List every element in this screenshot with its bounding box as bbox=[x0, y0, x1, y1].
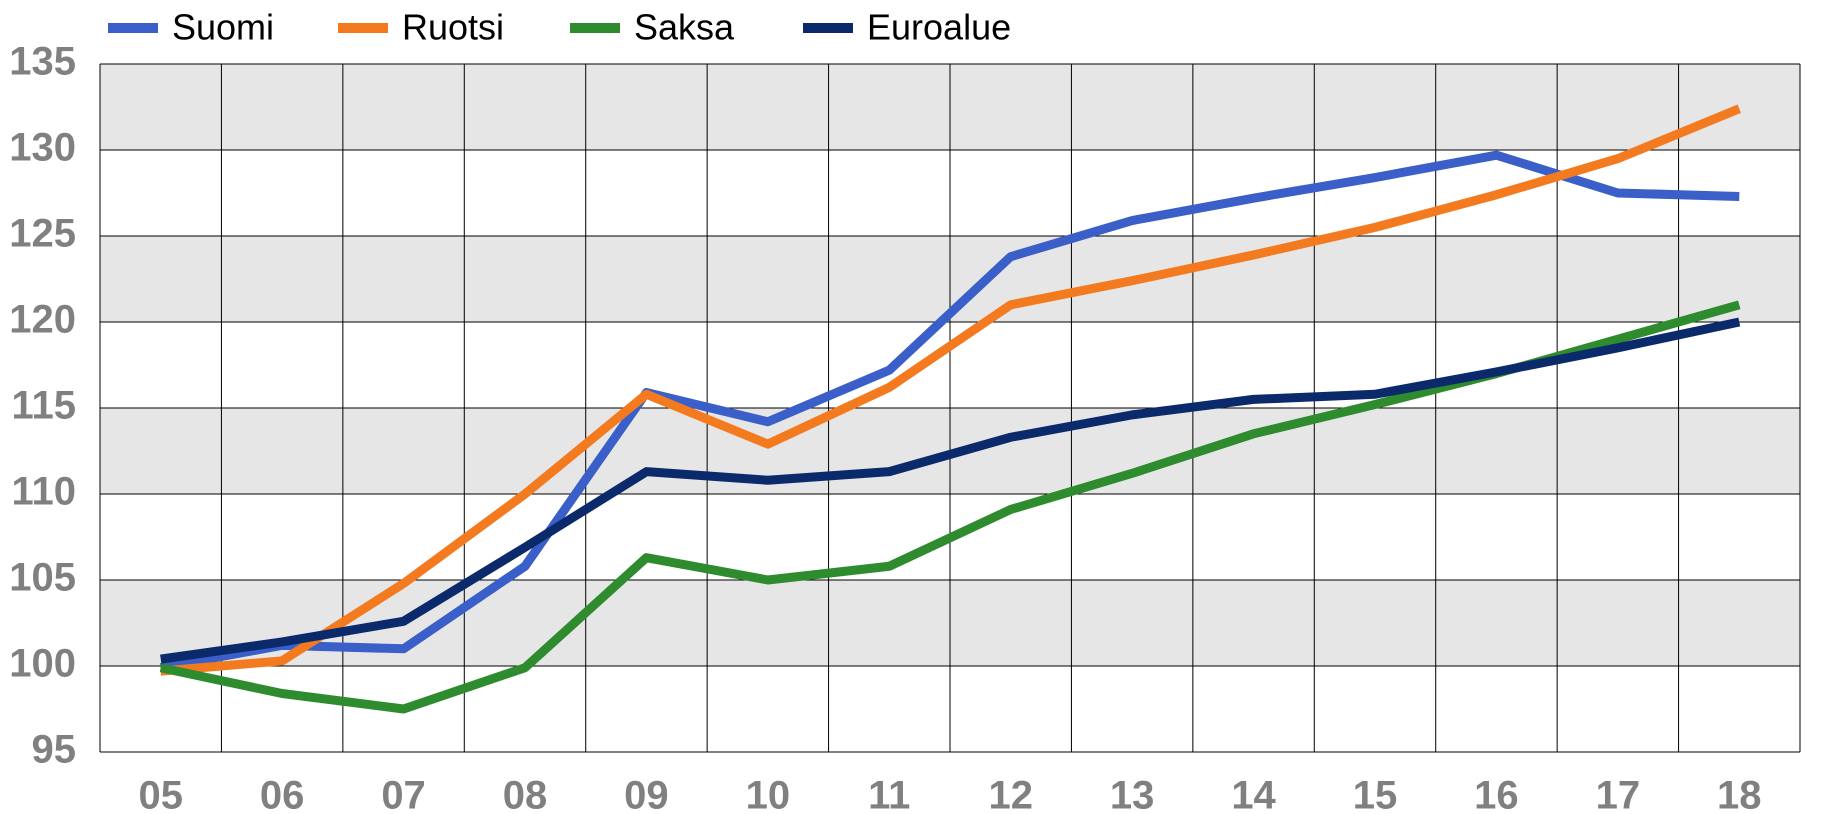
x-tick-label: 13 bbox=[1110, 774, 1155, 814]
x-tick-label: 15 bbox=[1353, 774, 1398, 814]
x-tick-label: 05 bbox=[138, 774, 183, 814]
legend-label: Euroalue bbox=[867, 7, 1011, 48]
y-tick-label: 135 bbox=[9, 40, 76, 84]
y-tick-label: 100 bbox=[9, 642, 76, 686]
x-tick-label: 12 bbox=[988, 774, 1033, 814]
y-tick-label: 125 bbox=[9, 212, 76, 256]
x-tick-label: 06 bbox=[260, 774, 305, 814]
x-tick-label: 18 bbox=[1717, 774, 1762, 814]
y-tick-label: 110 bbox=[11, 470, 76, 514]
legend-label: Suomi bbox=[172, 7, 274, 48]
x-tick-label: 08 bbox=[503, 774, 548, 814]
x-tick-label: 10 bbox=[746, 774, 791, 814]
x-tick-label: 16 bbox=[1474, 774, 1519, 814]
x-tick-label: 14 bbox=[1231, 774, 1276, 814]
x-tick-label: 07 bbox=[381, 774, 426, 814]
series-line bbox=[160, 104, 1741, 676]
x-tick-label: 11 bbox=[868, 774, 910, 814]
y-tick-label: 115 bbox=[11, 384, 76, 428]
y-tick-label: 95 bbox=[32, 728, 77, 772]
y-tick-label: 105 bbox=[9, 556, 76, 600]
y-tick-label: 120 bbox=[9, 298, 76, 342]
legend-label: Ruotsi bbox=[402, 7, 504, 48]
series-line bbox=[159, 150, 1740, 673]
y-tick-label: 130 bbox=[9, 126, 76, 170]
x-tick-label: 17 bbox=[1596, 774, 1641, 814]
x-tick-label: 09 bbox=[624, 774, 669, 814]
series-line bbox=[160, 317, 1741, 664]
legend-label: Saksa bbox=[634, 7, 735, 48]
